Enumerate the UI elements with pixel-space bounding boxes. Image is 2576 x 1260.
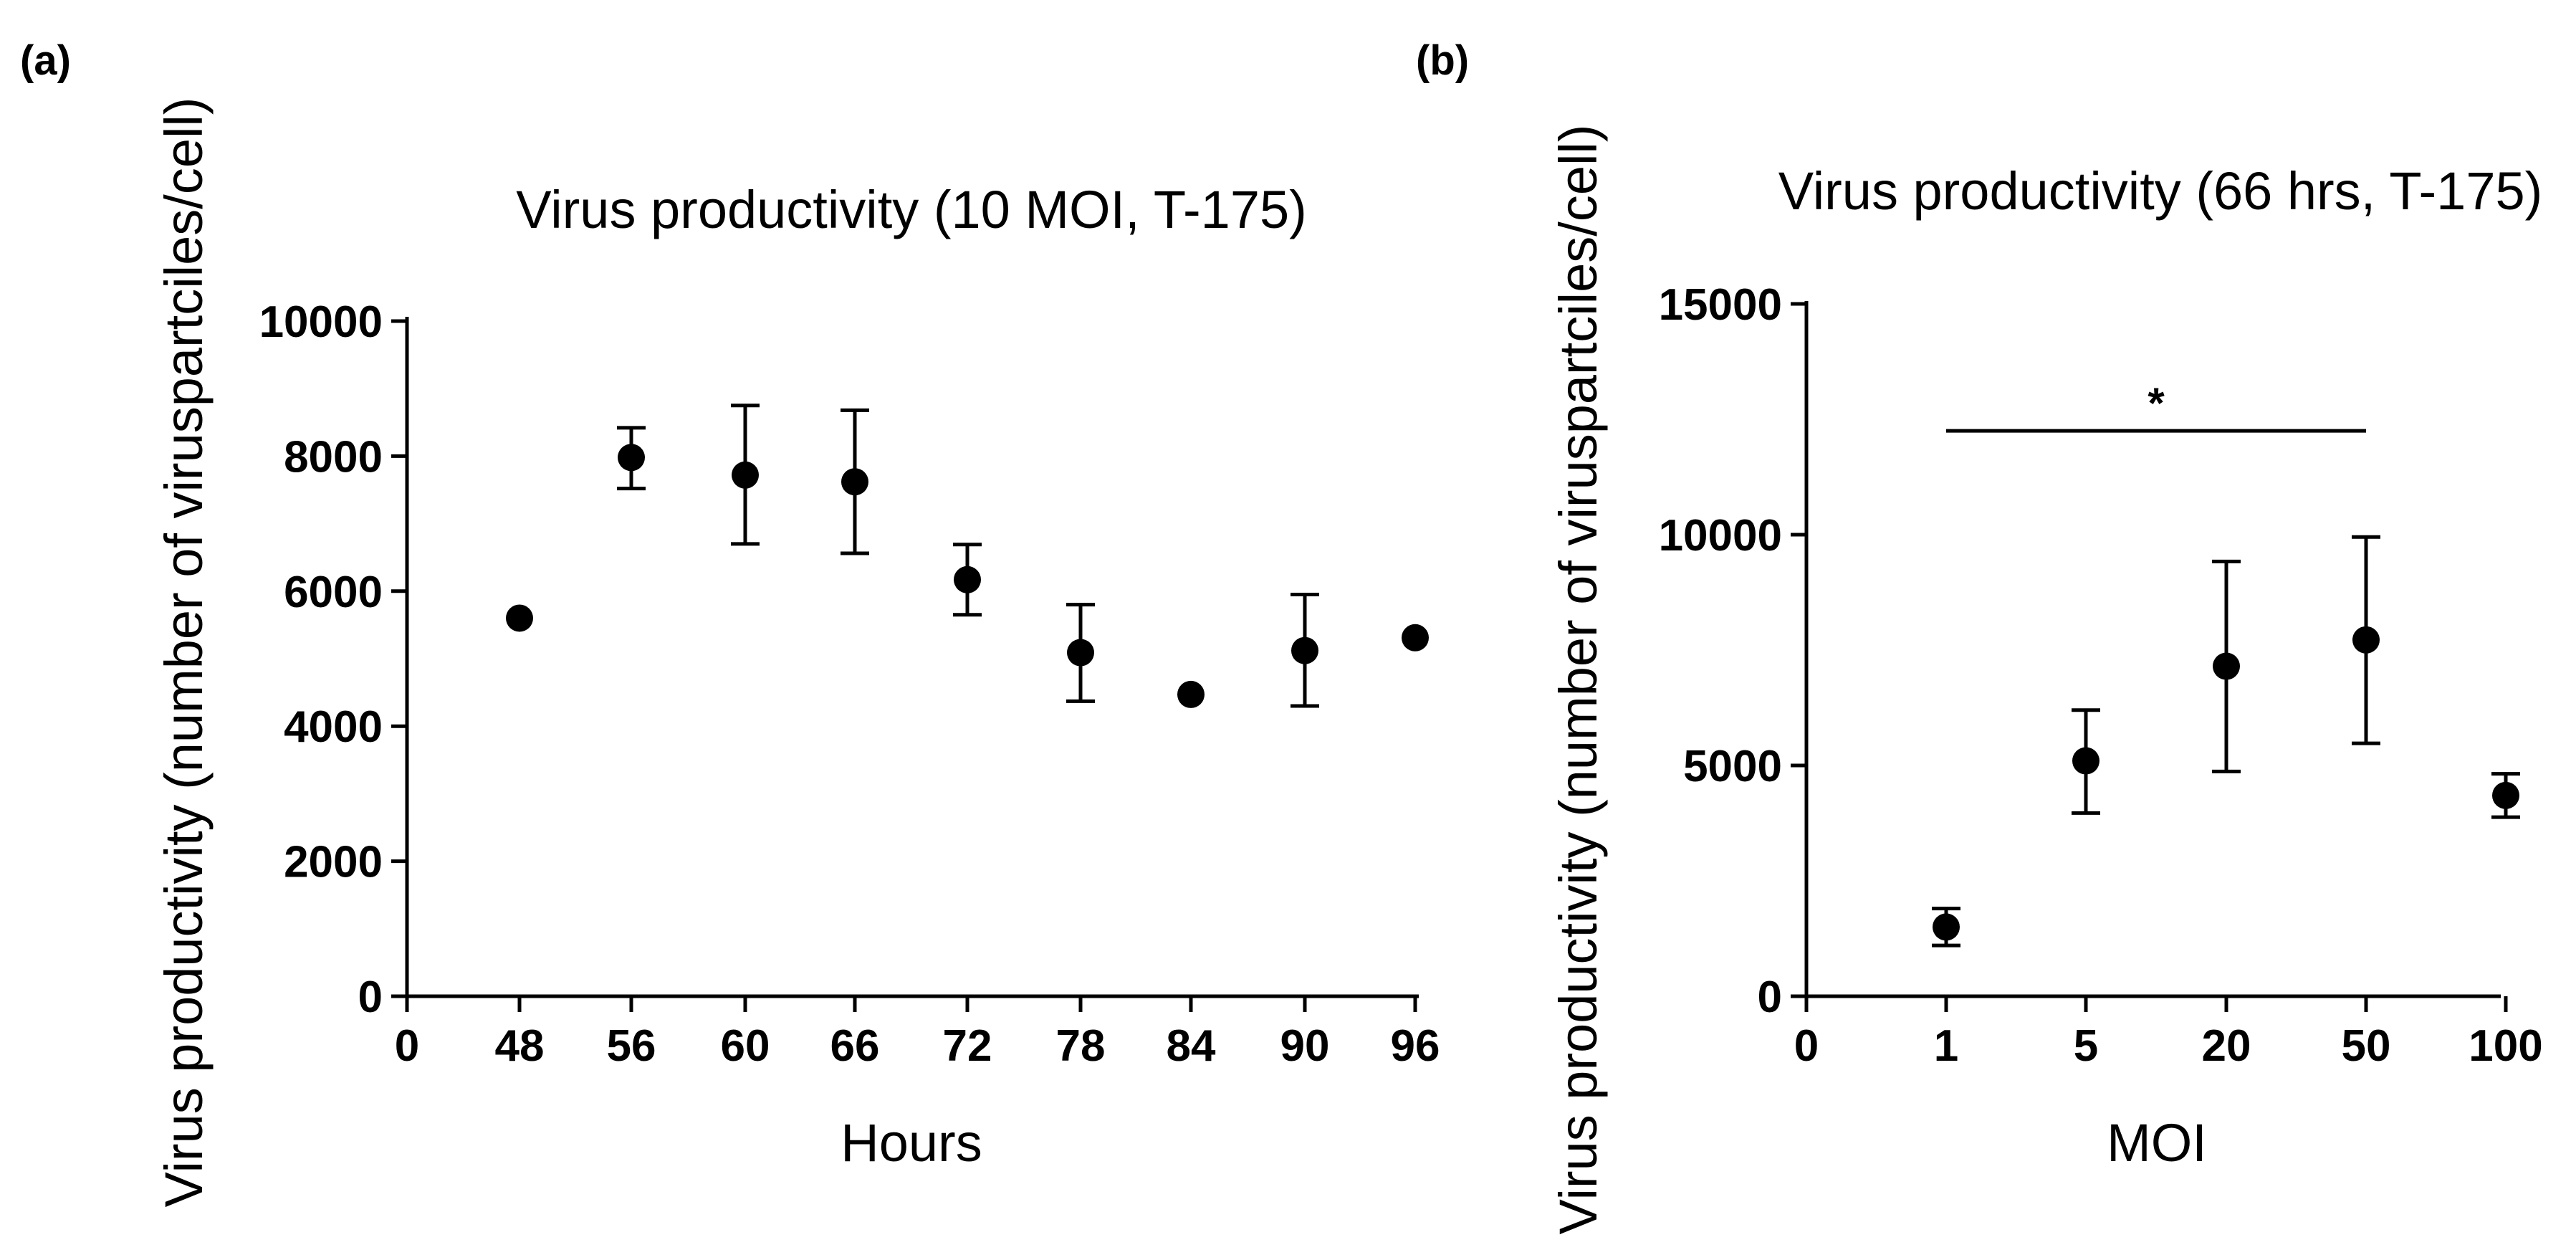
panel-a-x-ticks: 0 48 56 60 66 72 78 84 90 96 xyxy=(395,996,1440,1071)
a-data-point-72 xyxy=(953,543,982,617)
a-y-tick-label: 4000 xyxy=(284,702,383,752)
point-marker xyxy=(841,468,868,496)
a-x-tick-label: 90 xyxy=(1280,1021,1330,1071)
point-marker xyxy=(2492,781,2519,809)
b-data-point-20 xyxy=(2212,559,2241,773)
a-x-tick-label: 60 xyxy=(721,1021,770,1071)
a-x-tick-label: 48 xyxy=(495,1021,545,1071)
a-x-tick-label: 96 xyxy=(1391,1021,1440,1071)
a-y-tick-label: 2000 xyxy=(284,838,383,887)
b-data-point-50 xyxy=(2352,535,2380,745)
a-y-tick-label: 8000 xyxy=(284,432,383,482)
panel-a-y-ticks: 0 2000 4000 6000 8000 10000 xyxy=(259,297,407,1022)
point-marker xyxy=(1402,624,1429,652)
b-x-tick-label: 0 xyxy=(1794,1021,1819,1071)
panel-b-x-axis-label: MOI xyxy=(2107,1113,2207,1173)
b-data-point-100 xyxy=(2491,772,2520,819)
a-data-point-96 xyxy=(1402,624,1429,652)
b-x-tick-label: 20 xyxy=(2202,1021,2251,1071)
point-marker xyxy=(1933,913,1960,941)
point-marker xyxy=(954,565,981,593)
panel-b-x-ticks: 0 1 5 20 50 100 xyxy=(1794,996,2543,1071)
a-data-point-78 xyxy=(1066,603,1095,703)
a-data-point-60 xyxy=(731,404,760,546)
panel-b-y-axis-label: Virus productivity (number of viruspartc… xyxy=(1548,124,1608,1234)
panel-b-letter: (b) xyxy=(1416,37,1469,84)
point-marker xyxy=(1067,639,1094,667)
b-y-tick-label: 15000 xyxy=(1659,280,1782,330)
point-marker xyxy=(2213,652,2240,680)
point-marker xyxy=(506,604,533,632)
point-marker xyxy=(732,461,759,489)
point-marker xyxy=(618,444,645,472)
point-marker xyxy=(1177,680,1205,708)
a-data-point-48 xyxy=(506,604,533,632)
panel-a-letter: (a) xyxy=(20,37,71,84)
b-x-tick-label: 50 xyxy=(2342,1021,2391,1071)
panel-b-y-ticks: 0 5000 10000 15000 xyxy=(1659,280,1806,1022)
point-marker xyxy=(2072,747,2099,775)
b-data-point-5 xyxy=(2072,708,2100,815)
a-x-tick-label: 78 xyxy=(1056,1021,1106,1071)
a-y-tick-label: 0 xyxy=(358,973,383,1022)
panel-a-title: Virus productivity (10 MOI, T-175) xyxy=(516,180,1307,239)
a-data-point-66 xyxy=(841,408,869,555)
panel-a-data-points xyxy=(506,404,1429,708)
panel-a-x-axis-label: Hours xyxy=(841,1113,982,1173)
a-x-tick-label: 56 xyxy=(607,1021,656,1071)
a-x-tick-label: 72 xyxy=(943,1021,992,1071)
a-x-tick-label: 84 xyxy=(1167,1021,1216,1071)
b-x-tick-label: 100 xyxy=(2469,1021,2542,1071)
panel-a-y-axis-label: Virus productivity (number of viruspartc… xyxy=(154,97,214,1207)
a-data-point-56 xyxy=(617,426,646,491)
panel-b-data-points xyxy=(1932,535,2520,948)
a-x-tick-label: 0 xyxy=(395,1021,419,1071)
a-y-tick-label: 6000 xyxy=(284,568,383,617)
b-x-tick-label: 1 xyxy=(1934,1021,1958,1071)
panel-b-significance: * xyxy=(1946,379,2366,433)
b-y-tick-label: 5000 xyxy=(1683,742,1782,791)
significance-star: * xyxy=(2148,379,2165,427)
a-data-point-90 xyxy=(1291,593,1319,708)
a-x-tick-label: 66 xyxy=(830,1021,880,1071)
panel-b: (b) Virus productivity (66 hrs, T-175) V… xyxy=(1416,37,2543,1235)
b-y-tick-label: 0 xyxy=(1758,973,1782,1022)
b-data-point-1 xyxy=(1932,907,1960,948)
panel-b-title: Virus productivity (66 hrs, T-175) xyxy=(1778,161,2543,221)
panel-a: (a) Virus productivity (10 MOI, T-175) V… xyxy=(20,37,1440,1208)
point-marker xyxy=(1291,636,1318,664)
b-y-tick-label: 10000 xyxy=(1659,511,1782,560)
a-y-tick-label: 10000 xyxy=(259,297,383,347)
a-data-point-84 xyxy=(1177,680,1205,708)
point-marker xyxy=(2352,626,2380,654)
b-x-tick-label: 5 xyxy=(2074,1021,2098,1071)
